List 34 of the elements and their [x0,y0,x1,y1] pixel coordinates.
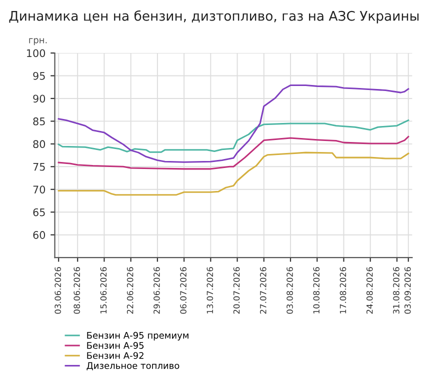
x-tick-label: 08.06.2026 [74,267,80,314]
line-series [58,84,410,163]
x-tick-label: 17.08.2026 [340,267,346,314]
x-tick-label: 10.08.2026 [313,267,320,314]
line-series [58,152,410,196]
x-tick-label: 31.08.2026 [393,267,400,314]
legend-label: Бензин А-95 премиум [87,332,188,340]
x-tick-label: 22.06.2026 [126,267,134,314]
chart-title: Динамика цен на бензин, дизтопливо, газ на АЗС Украины [9,10,419,24]
legend-label: Бензин А-95 [87,342,144,349]
line-series [58,136,410,170]
x-tick-label: 03.06.2026 [54,267,62,314]
y-tick-label: 60 [33,231,46,239]
x-tick-label: 29.06.2026 [154,267,160,314]
y-tick-label: 95 [33,72,45,80]
x-tick-label: 20.07.2026 [233,267,240,314]
y-axis-title: грн. [29,38,47,46]
y-tick-label: 90 [33,94,46,103]
x-tick-label: 13.07.2026 [206,267,214,314]
y-tick-label: 65 [33,208,45,216]
y-tick-label: 80 [33,140,46,148]
x-tick-label: 06.07.2026 [180,267,186,314]
y-tick-label: 75 [33,163,45,171]
x-tick-label: 24.08.2026 [366,267,373,314]
line-series [58,120,410,153]
x-tick-label: 03.09.2026 [404,267,411,314]
x-tick-label: 15.06.2026 [100,267,107,314]
y-tick-label: 85 [33,117,45,126]
legend-label: Дизельное топливо [86,362,180,370]
x-tick-label: 27.07.2026 [260,267,266,314]
x-tick-label: 03.08.2026 [286,267,293,314]
y-tick-label: 70 [33,186,46,194]
y-tick-label: 100 [27,49,46,58]
legend-label: Бензин А-92 [87,352,144,359]
